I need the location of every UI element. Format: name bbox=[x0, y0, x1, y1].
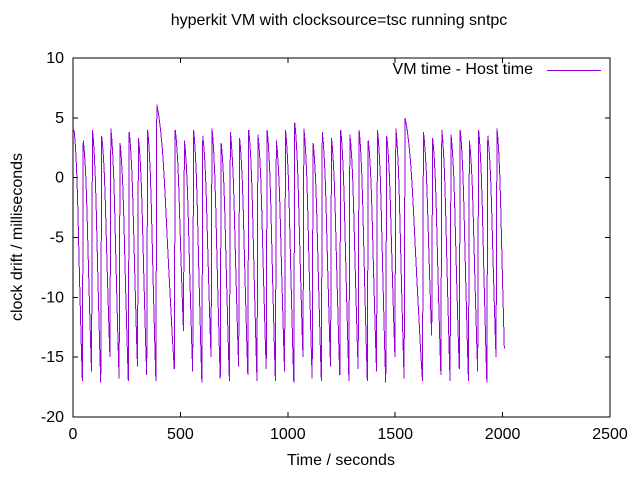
legend: VM time - Host time bbox=[393, 61, 601, 79]
legend-label: VM time - Host time bbox=[392, 61, 533, 78]
x-tick-label: 2000 bbox=[485, 426, 521, 443]
x-tick-label: 1500 bbox=[377, 426, 413, 443]
y-tick-label: -20 bbox=[41, 409, 64, 426]
x-tick-label: 500 bbox=[167, 426, 194, 443]
plot-border bbox=[72, 57, 611, 418]
data-line bbox=[73, 104, 505, 383]
y-tick-label: 10 bbox=[46, 50, 64, 67]
x-tick-label: 0 bbox=[69, 426, 78, 443]
y-tick-label: -15 bbox=[41, 349, 64, 366]
chart-title: hyperkit VM with clocksource=tsc running… bbox=[170, 12, 508, 29]
y-tick-label: -10 bbox=[41, 289, 64, 306]
y-tick-label: 0 bbox=[55, 170, 64, 187]
x-tick-label: 1000 bbox=[270, 426, 306, 443]
x-axis-title: Time / seconds bbox=[287, 452, 395, 469]
legend-line-sample-icon bbox=[547, 69, 601, 71]
y-tick-label: -5 bbox=[50, 230, 64, 247]
y-tick-label: 5 bbox=[55, 110, 64, 127]
x-tick-label: 2500 bbox=[592, 426, 628, 443]
